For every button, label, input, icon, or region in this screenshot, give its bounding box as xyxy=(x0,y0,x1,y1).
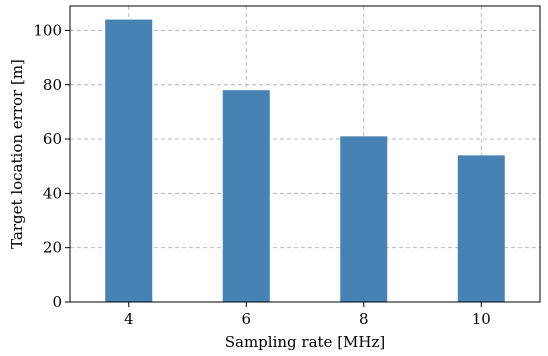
x-tick-label: 8 xyxy=(359,310,369,328)
bar-10 xyxy=(457,155,505,302)
ticks: 0 20 40 60 80 100 4 6 8 10 xyxy=(33,21,490,328)
y-tick-label: 40 xyxy=(43,184,62,202)
y-tick-label: 0 xyxy=(52,293,62,311)
y-tick-label: 80 xyxy=(43,76,62,94)
bars xyxy=(105,19,505,303)
x-axis-label: Sampling rate [MHz] xyxy=(225,333,386,351)
y-axis-label: Target location error [m] xyxy=(8,59,26,249)
y-tick-label: 20 xyxy=(43,239,62,257)
x-tick-label: 4 xyxy=(124,310,134,328)
x-tick-label: 6 xyxy=(241,310,251,328)
plot-frame xyxy=(69,5,541,303)
bar-4 xyxy=(105,19,153,303)
x-tick-label: 10 xyxy=(472,310,491,328)
y-tick-label: 100 xyxy=(33,21,62,39)
bar-8 xyxy=(340,136,388,302)
y-tick-label: 60 xyxy=(43,130,62,148)
bar-6 xyxy=(222,90,270,302)
